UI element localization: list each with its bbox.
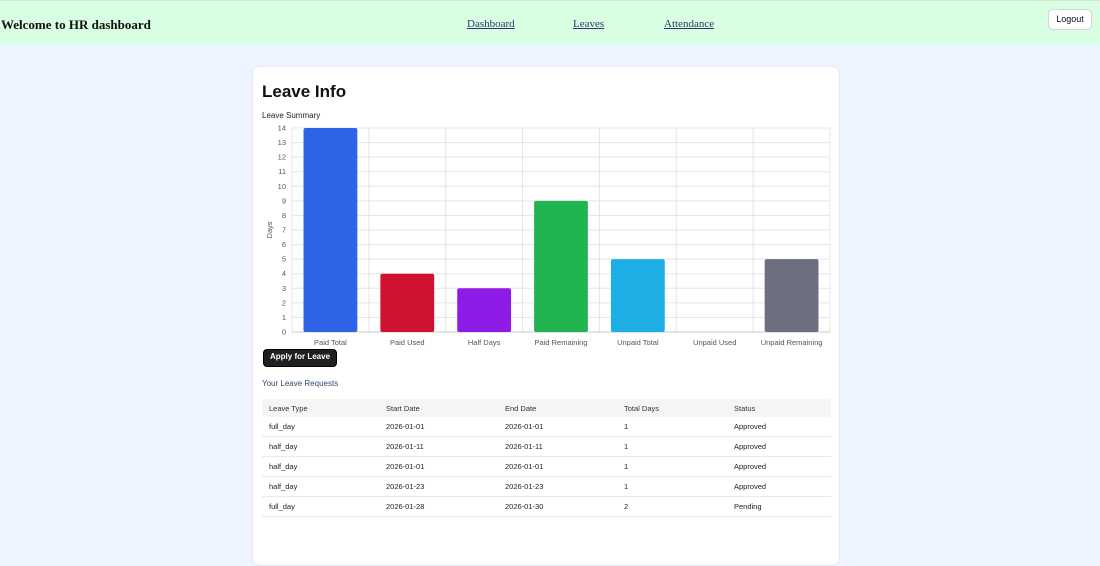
cell-start-date: 2026-01-28: [379, 497, 498, 517]
cell-end-date: 2026-01-30: [498, 497, 617, 517]
cell-start-date: 2026-01-11: [379, 437, 498, 457]
x-tick-label: Paid Total: [314, 338, 347, 347]
header-total-days: Total Days: [617, 399, 727, 417]
cell-end-date: 2026-01-11: [498, 437, 617, 457]
table-header-row: Leave Type Start Date End Date Total Day…: [262, 399, 831, 417]
nav-link-dashboard[interactable]: Dashboard: [467, 18, 515, 30]
cell-total-days: 1: [617, 477, 727, 497]
x-tick-label: Paid Used: [390, 338, 425, 347]
cell-leave-type: half_day: [262, 437, 379, 457]
bar[interactable]: [611, 259, 665, 332]
y-tick-label: 8: [282, 211, 286, 220]
cell-leave-type: full_day: [262, 497, 379, 517]
cell-status: Approved: [727, 417, 831, 437]
table-row: half_day 2026-01-01 2026-01-01 1 Approve…: [262, 457, 831, 477]
x-tick-label: Unpaid Remaining: [761, 338, 823, 347]
apply-for-leave-button[interactable]: Apply for Leave: [263, 349, 337, 367]
y-tick-label: 3: [282, 284, 286, 293]
header-end-date: End Date: [498, 399, 617, 417]
x-tick-label: Unpaid Used: [693, 338, 736, 347]
y-tick-label: 7: [282, 226, 286, 235]
cell-status: Approved: [727, 437, 831, 457]
chart-title: Leave Summary: [262, 111, 320, 120]
y-tick-label: 6: [282, 240, 286, 249]
table-row: half_day 2026-01-23 2026-01-23 1 Approve…: [262, 477, 831, 497]
header-start-date: Start Date: [379, 399, 498, 417]
cell-start-date: 2026-01-01: [379, 417, 498, 437]
y-tick-label: 4: [282, 269, 286, 278]
y-tick-label: 0: [282, 328, 286, 337]
y-tick-label: 5: [282, 255, 286, 264]
leave-requests-title: Your Leave Requests: [262, 379, 338, 388]
nav-link-attendance[interactable]: Attendance: [664, 18, 714, 30]
x-tick-label: Unpaid Total: [617, 338, 659, 347]
y-tick-label: 2: [282, 298, 286, 307]
y-tick-label: 14: [278, 124, 286, 133]
page-title: Leave Info: [262, 82, 346, 102]
cell-start-date: 2026-01-23: [379, 477, 498, 497]
bar[interactable]: [380, 274, 434, 332]
leave-info-card: Leave Info Leave Summary 0 1 2 3 4 5 6 7 8 9 10 11 1…: [252, 66, 840, 566]
header-leave-type: Leave Type: [262, 399, 379, 417]
cell-end-date: 2026-01-01: [498, 457, 617, 477]
table-row: full_day 2026-01-28 2026-01-30 2 Pending: [262, 497, 831, 517]
bar[interactable]: [304, 128, 358, 332]
bar[interactable]: [534, 201, 588, 332]
cell-total-days: 1: [617, 417, 727, 437]
cell-status: Pending: [727, 497, 831, 517]
cell-start-date: 2026-01-01: [379, 457, 498, 477]
y-tick-label: 10: [278, 182, 286, 191]
bar[interactable]: [765, 259, 819, 332]
table-row: full_day 2026-01-01 2026-01-01 1 Approve…: [262, 417, 831, 437]
table-row: half_day 2026-01-11 2026-01-11 1 Approve…: [262, 437, 831, 457]
logout-button[interactable]: Logout: [1048, 9, 1092, 30]
cell-total-days: 1: [617, 437, 727, 457]
leave-requests-table: Leave Type Start Date End Date Total Day…: [262, 399, 831, 517]
header-status: Status: [727, 399, 831, 417]
y-tick-label: 1: [282, 313, 286, 322]
cell-status: Approved: [727, 457, 831, 477]
y-tick-label: 13: [278, 138, 286, 147]
x-tick-label: Paid Remaining: [535, 338, 588, 347]
y-axis-label: Days: [265, 221, 274, 238]
cell-total-days: 2: [617, 497, 727, 517]
nav-link-leaves[interactable]: Leaves: [573, 18, 604, 30]
cell-end-date: 2026-01-23: [498, 477, 617, 497]
x-tick-label: Half Days: [468, 338, 501, 347]
y-tick-label: 11: [278, 167, 286, 176]
cell-end-date: 2026-01-01: [498, 417, 617, 437]
brand-title: Welcome to HR dashboard: [1, 17, 151, 33]
cell-status: Approved: [727, 477, 831, 497]
y-tick-label: 12: [278, 153, 286, 162]
cell-leave-type: half_day: [262, 477, 379, 497]
cell-leave-type: half_day: [262, 457, 379, 477]
cell-leave-type: full_day: [262, 417, 379, 437]
bar[interactable]: [457, 288, 511, 332]
cell-total-days: 1: [617, 457, 727, 477]
top-nav-bar: Welcome to HR dashboard Dashboard Leaves…: [0, 0, 1100, 45]
y-tick-label: 9: [282, 196, 286, 205]
